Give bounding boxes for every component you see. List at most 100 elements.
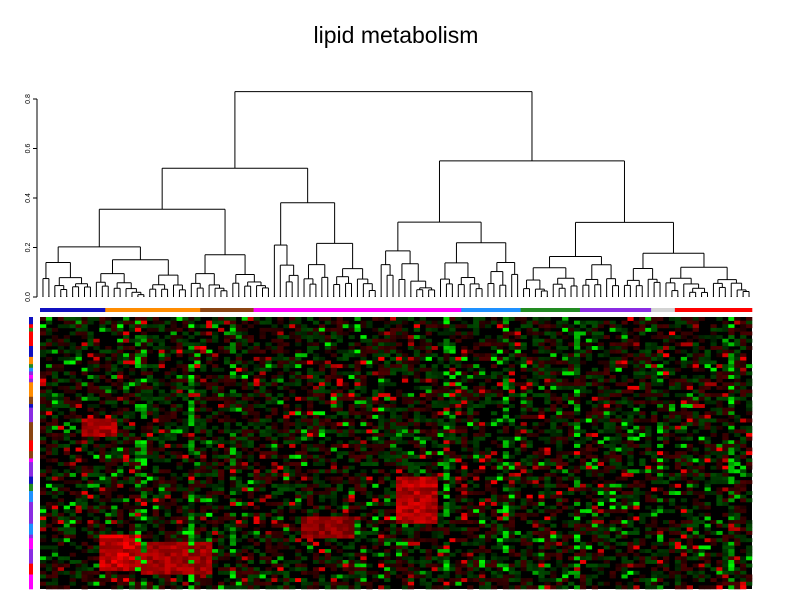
heatmap-cell — [710, 443, 717, 448]
heatmap-cell — [384, 418, 391, 423]
heatmap-cell — [544, 447, 551, 452]
heatmap-cell — [40, 327, 47, 332]
heatmap-cell — [81, 436, 88, 441]
heatmap-cell — [378, 494, 385, 499]
heatmap-cell — [301, 516, 308, 521]
heatmap-cell — [164, 520, 171, 525]
heatmap-cell — [229, 487, 237, 492]
heatmap-cell — [485, 356, 492, 361]
heatmap-cell — [390, 320, 397, 325]
heatmap-cell — [146, 378, 154, 383]
heatmap-cell — [449, 356, 456, 361]
heatmap-cell — [686, 487, 693, 492]
heatmap-cell — [520, 429, 527, 434]
heatmap-cell — [170, 501, 177, 506]
heatmap-cell — [579, 389, 587, 394]
heatmap-cell — [526, 356, 533, 361]
heatmap-cell — [591, 509, 599, 514]
heatmap-cell — [585, 411, 593, 416]
heatmap-cell — [170, 393, 177, 398]
heatmap-cell — [194, 472, 201, 477]
heatmap-cell — [40, 491, 47, 496]
heatmap-cell — [318, 400, 326, 405]
heatmap-cell — [277, 400, 284, 405]
heatmap-cell — [57, 483, 65, 488]
heatmap-cell — [674, 367, 682, 372]
heatmap-cell — [455, 498, 462, 503]
heatmap-cell — [75, 491, 82, 496]
heatmap-cell — [574, 509, 581, 514]
heatmap-cell — [431, 509, 438, 514]
heatmap-cell — [615, 389, 622, 394]
heatmap-cell — [152, 364, 159, 369]
heatmap-cell — [354, 501, 361, 506]
heatmap-cell — [247, 317, 254, 321]
heatmap-cell — [354, 429, 361, 434]
heatmap-cell — [265, 396, 272, 401]
heatmap-cell — [312, 512, 320, 517]
heatmap-cell — [324, 360, 332, 365]
heatmap-cell — [526, 400, 533, 405]
heatmap-cell — [734, 469, 741, 474]
heatmap-cell — [633, 425, 640, 430]
heatmap-cell — [188, 491, 195, 496]
heatmap-cell — [585, 356, 593, 361]
heatmap-cell — [235, 443, 243, 448]
heatmap-cell — [342, 443, 349, 448]
heatmap-cell — [413, 356, 421, 361]
heatmap-cell — [746, 346, 753, 350]
heatmap-cell — [686, 458, 693, 463]
heatmap-cell — [378, 346, 385, 350]
heatmap-cell — [419, 462, 426, 466]
heatmap-cell — [473, 422, 480, 427]
heatmap-cell — [716, 501, 723, 506]
heatmap-cell — [140, 451, 148, 456]
heatmap-cell — [354, 505, 361, 510]
heatmap-cell — [443, 483, 450, 488]
heatmap-cell — [140, 360, 148, 365]
heatmap-cell — [390, 509, 397, 514]
heatmap-cell — [627, 433, 634, 437]
heatmap-cell — [75, 501, 82, 506]
heatmap-cell — [396, 364, 403, 369]
heatmap-cell — [734, 396, 741, 401]
heatmap-cell — [740, 516, 747, 521]
heatmap-cell — [621, 425, 628, 430]
heatmap-cell — [69, 360, 76, 365]
heatmap-cell — [93, 396, 100, 401]
heatmap-cell — [295, 418, 302, 423]
heatmap-cell — [651, 356, 658, 361]
heatmap-cell — [271, 447, 278, 452]
heatmap-cell — [372, 440, 379, 445]
heatmap-cell — [372, 414, 379, 419]
heatmap-cell — [479, 509, 486, 514]
heatmap-cell — [437, 433, 444, 437]
heatmap-cell — [81, 331, 88, 336]
heatmap-cell — [734, 494, 741, 499]
heatmap-cell — [651, 320, 658, 325]
heatmap-cell — [734, 367, 741, 372]
heatmap-cell — [69, 509, 76, 514]
heatmap-cell — [188, 483, 195, 488]
heatmap-cell — [639, 331, 646, 336]
heatmap-cell — [324, 400, 332, 405]
heatmap-cell — [568, 472, 575, 477]
heatmap-cell — [502, 501, 510, 506]
heatmap-cell — [550, 353, 557, 358]
heatmap-cell — [615, 476, 622, 481]
heatmap-cell — [235, 483, 243, 488]
heatmap-cell — [200, 378, 207, 383]
heatmap-cell — [467, 505, 474, 510]
heatmap-cell — [407, 498, 415, 503]
heatmap-cell — [615, 425, 622, 430]
heatmap-cell — [194, 418, 201, 423]
heatmap-cell — [674, 349, 682, 354]
heatmap-cell — [698, 476, 705, 481]
heatmap-cell — [336, 389, 343, 394]
heatmap-cell — [639, 353, 646, 358]
heatmap-cell — [212, 436, 219, 441]
heatmap-cell — [188, 407, 195, 412]
heatmap-cell — [390, 520, 397, 525]
heatmap-cell — [627, 429, 634, 434]
heatmap-cell — [372, 451, 379, 456]
